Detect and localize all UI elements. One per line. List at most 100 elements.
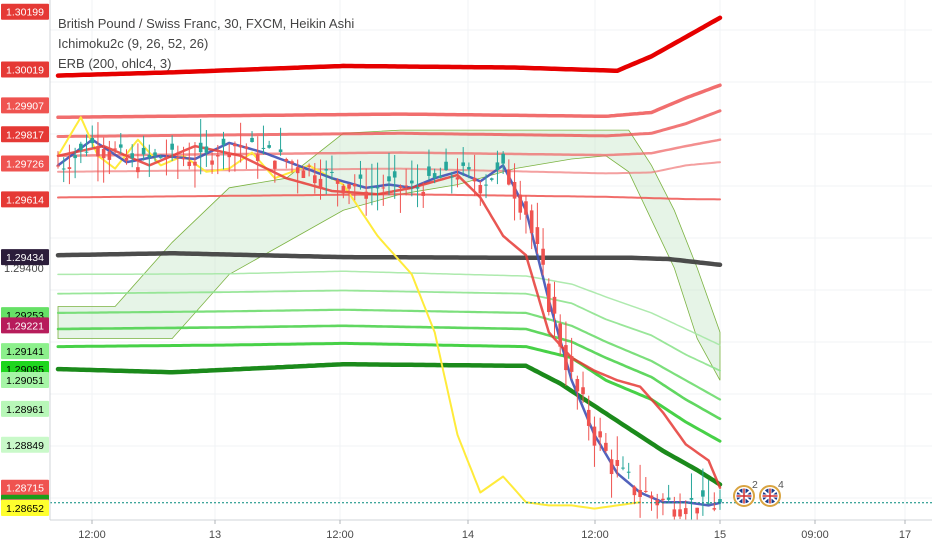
price-tag: 1.29817 (1, 126, 49, 143)
candle-body (598, 431, 602, 438)
candle-body (221, 138, 226, 145)
series-upper-1 (56, 109, 722, 138)
candle-body (712, 508, 717, 510)
price-tag-label: 1.30019 (6, 64, 44, 76)
price-tag: 1.28715 (1, 479, 49, 496)
candle-body (507, 169, 511, 185)
candle-body (170, 143, 174, 150)
candle-body (56, 165, 60, 167)
candle-body (176, 156, 180, 158)
candle-body (267, 145, 271, 148)
candle-body (678, 509, 682, 517)
candle-body (541, 248, 545, 265)
price-tag-box (1, 249, 49, 266)
candle-body (124, 157, 129, 161)
candle-body (301, 170, 306, 179)
candle-body (718, 499, 722, 503)
price-tag-box (1, 191, 49, 208)
candle-body (284, 159, 289, 162)
candle-body (347, 184, 351, 189)
price-tag-box (1, 155, 49, 172)
candle-body (147, 154, 152, 158)
candle-body (181, 158, 186, 160)
price-tag: 1.30019 (1, 61, 49, 78)
candle-body (564, 345, 568, 371)
candle-body (313, 175, 317, 184)
price-tag-label: 1.30199 (6, 7, 44, 19)
candle-body (158, 157, 163, 159)
price-tag-label: 1.29726 (6, 158, 44, 170)
candle-body (233, 143, 237, 147)
candle-body (427, 166, 431, 176)
time-axis[interactable]: 12:00 13 12:00 14 12:00 15 09:00 17 (50, 519, 932, 550)
price-tag-label: 1.29141 (6, 346, 44, 358)
price-tag-box (1, 61, 49, 78)
price-tag: 1.29614 (1, 191, 49, 208)
candle-body (215, 155, 220, 157)
candle-body (364, 191, 368, 199)
price-tag-label: 1.29907 (6, 100, 44, 112)
candle-body (552, 296, 557, 314)
candle-body (341, 185, 346, 194)
time-tick-label: 12:00 (78, 529, 106, 541)
time-axis-background (50, 520, 932, 550)
candle-body (324, 169, 329, 171)
price-tag-label: 1.29614 (6, 194, 44, 206)
candle-body (518, 194, 523, 213)
candle-body (255, 154, 260, 161)
candle-body (118, 144, 123, 148)
candle-body (472, 177, 477, 182)
price-tag-label: 1.28961 (6, 404, 44, 416)
candle-body (495, 162, 500, 170)
candle-body (484, 184, 488, 186)
candle-body (575, 379, 580, 392)
candle-body (672, 509, 677, 517)
candle-body (67, 167, 72, 169)
candle-body (392, 171, 397, 178)
candle-body (244, 146, 249, 149)
price-axis[interactable]: 1.29400 1.30199 1.30019 1.29907 1.29817 1.297… (0, 0, 51, 550)
time-tick-label: 12:00 (581, 529, 609, 541)
candle-body (330, 171, 334, 173)
price-tag: 1.29221 (1, 317, 49, 334)
uk-flag-event-icon[interactable]: 2 (733, 479, 758, 507)
indicator-legend-erb[interactable]: ERB (200, ohlc4, 3) (58, 56, 172, 71)
candle-body (375, 187, 380, 189)
candle-body (666, 497, 671, 500)
candle-body (273, 160, 277, 169)
event-count: 2 (752, 479, 758, 491)
price-tag-box (1, 317, 49, 334)
candle-body (609, 459, 614, 475)
price-tag: 1.28961 (1, 400, 49, 417)
series-lower-3 (56, 308, 722, 401)
candle-body (96, 146, 100, 157)
time-tick-label: 13 (209, 529, 221, 541)
price-tag-box (1, 126, 49, 143)
event-count: 4 (778, 479, 784, 491)
candle-body (261, 147, 266, 149)
candle-body (193, 161, 197, 166)
price-tag-label: 1.28652 (6, 503, 44, 515)
chart-title: British Pound / Swiss Franc, 30, FXCM, H… (58, 16, 355, 31)
candle-body (84, 151, 89, 153)
candle-body (467, 167, 471, 170)
series-lower-1 (57, 270, 721, 346)
candle-body (529, 210, 534, 233)
candle-body (107, 151, 112, 160)
price-tag-label: 1.28715 (6, 483, 44, 495)
candle-body (655, 500, 660, 506)
candle-body (689, 498, 694, 500)
price-tag: 1.28652 (1, 499, 49, 516)
candle-body (410, 180, 414, 184)
candle-body (187, 161, 192, 167)
candle-body (461, 162, 465, 166)
series-upper-0 (56, 138, 722, 158)
indicator-legend-ichimoku[interactable]: Ichimoku2c (9, 26, 52, 26) (58, 36, 209, 51)
series-lower-4 (56, 324, 722, 421)
candle-body (404, 185, 408, 187)
series-lower-5 (56, 341, 722, 443)
uk-flag-event-icon[interactable]: 4 (759, 479, 784, 507)
candle-body (335, 180, 340, 184)
